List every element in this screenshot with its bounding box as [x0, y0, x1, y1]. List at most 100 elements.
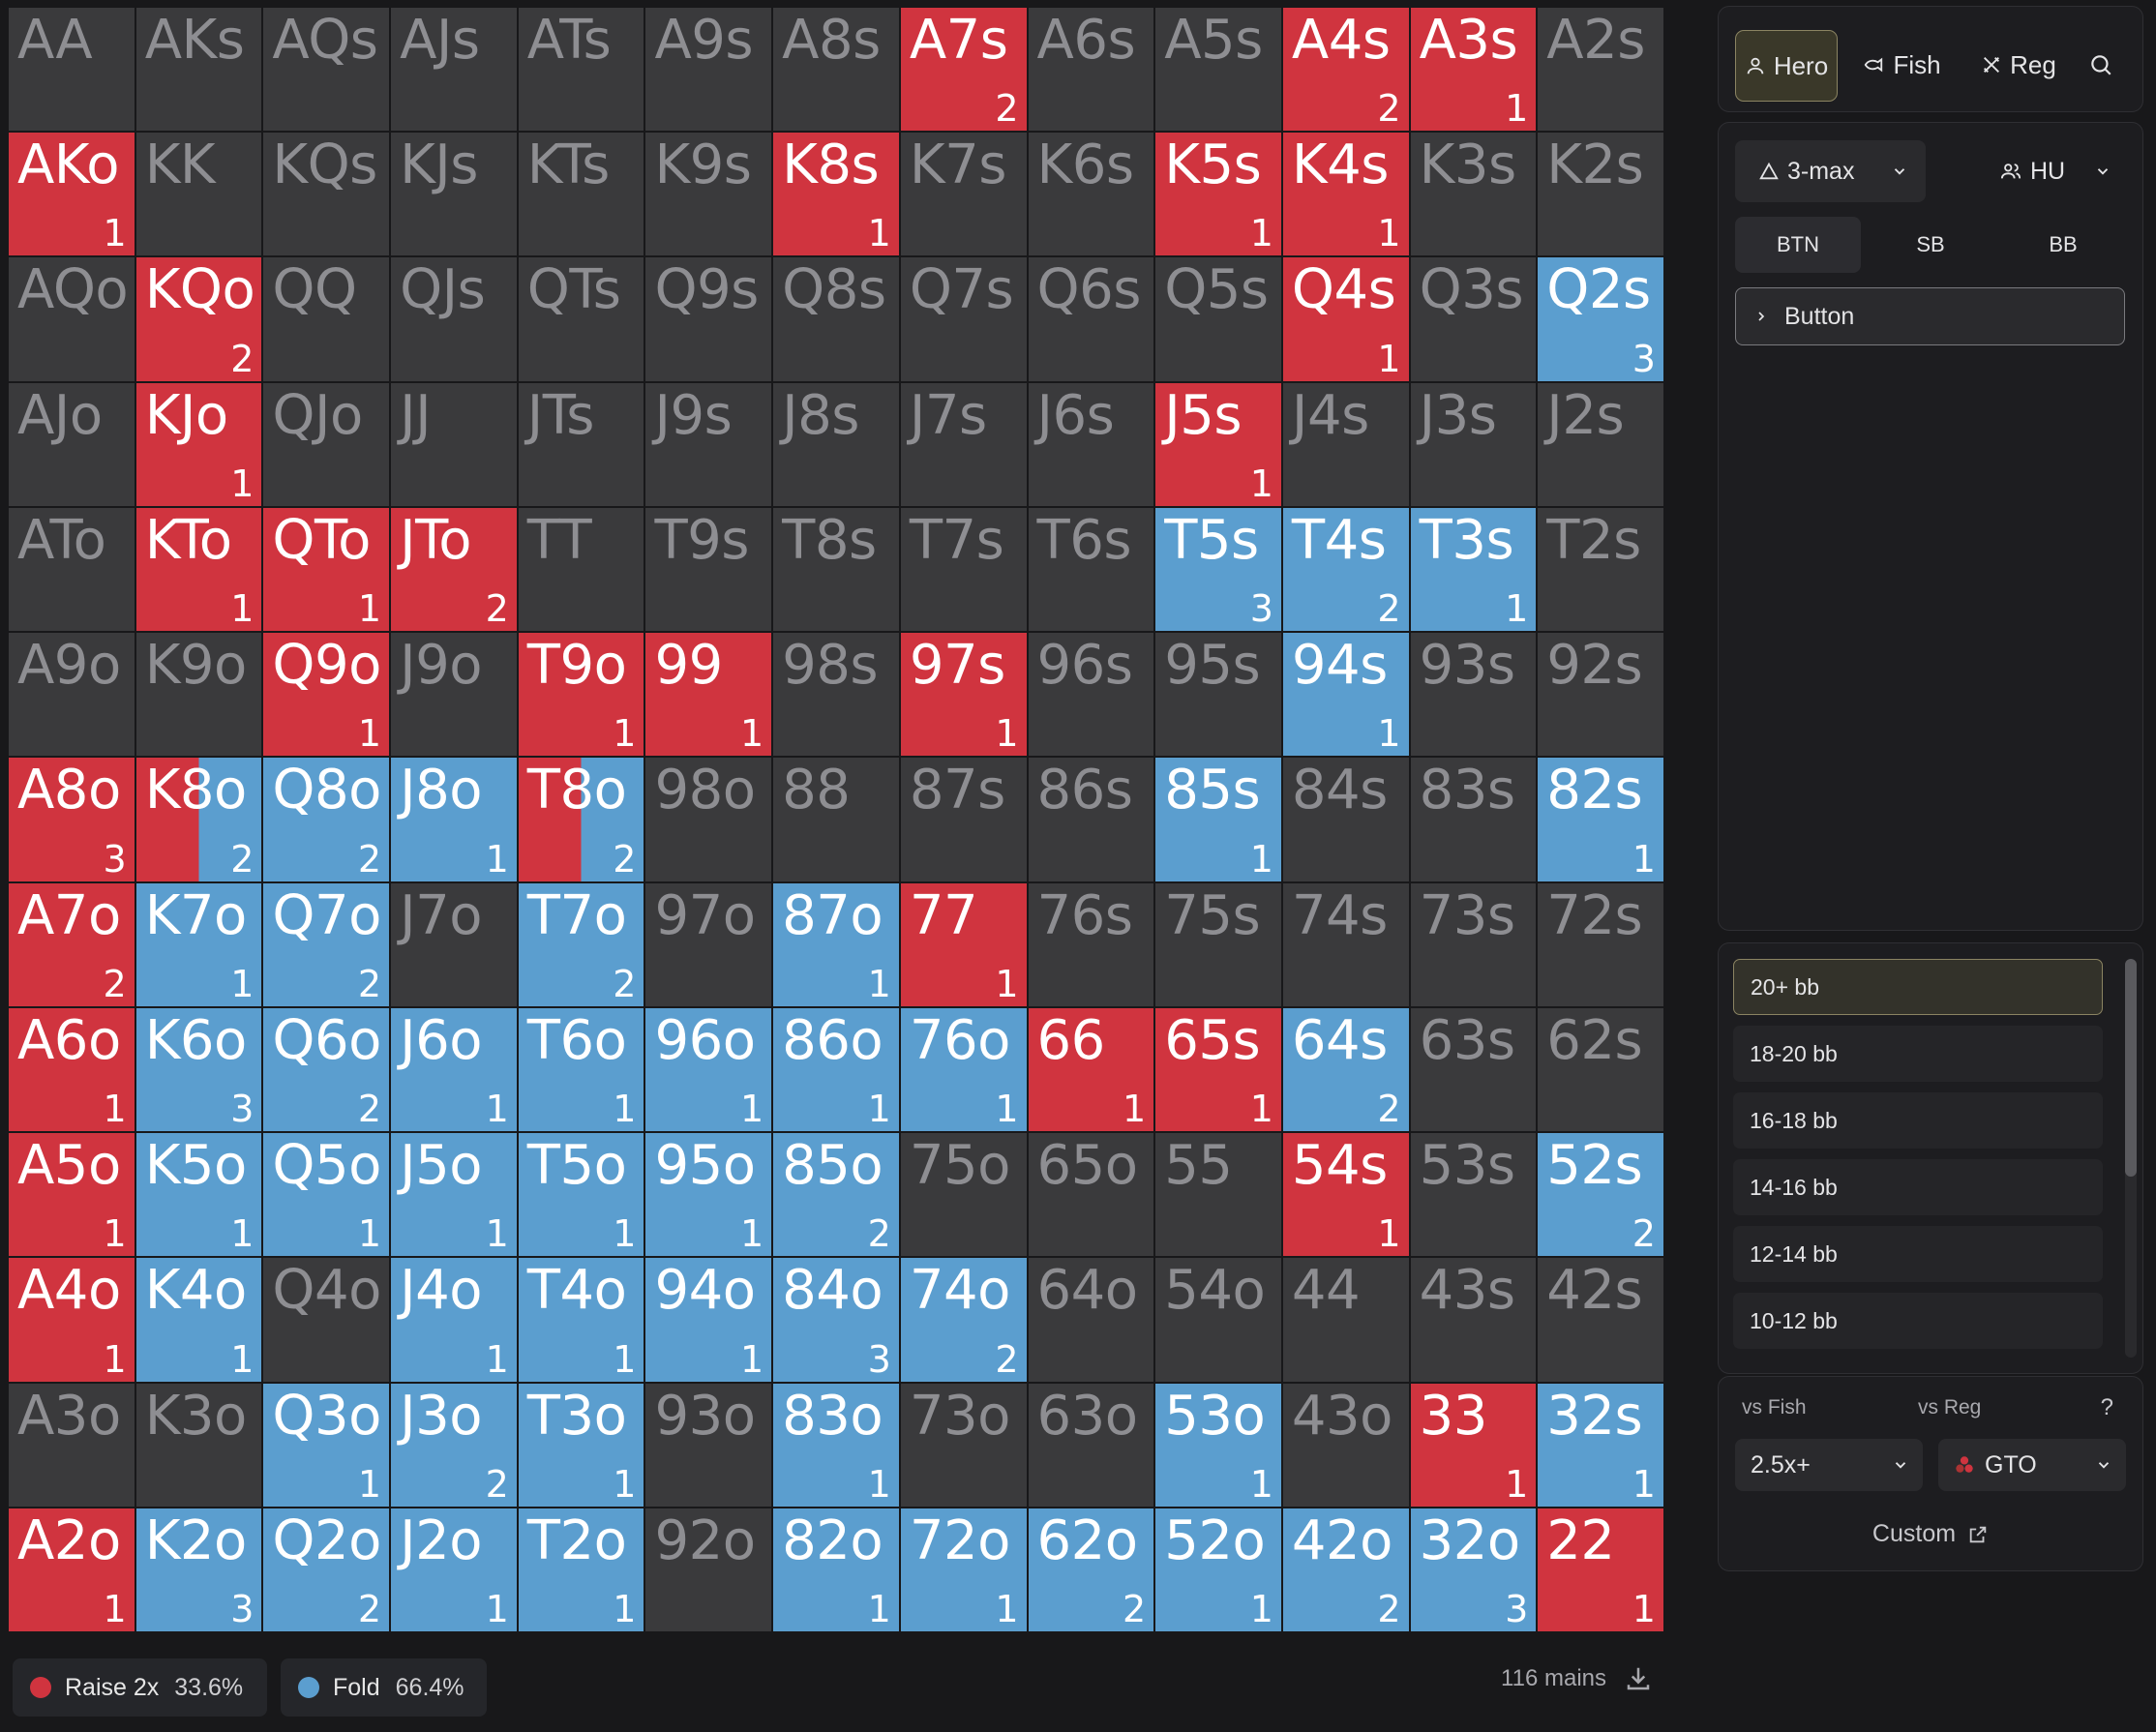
hand-cell[interactable]: 42o 2: [1282, 1508, 1409, 1631]
hand-cell[interactable]: Q6o 2: [263, 1007, 390, 1132]
hand-cell[interactable]: J5o 1: [391, 1133, 517, 1257]
hand-cell[interactable]: T5s 3: [1155, 507, 1281, 632]
hand-cell[interactable]: T3o 1: [518, 1383, 644, 1507]
hand-cell[interactable]: Q6s: [1028, 257, 1154, 381]
position-btn[interactable]: BTN: [1735, 217, 1861, 273]
hand-cell[interactable]: K2o 3: [135, 1508, 262, 1631]
hand-cell[interactable]: T3s 1: [1410, 507, 1537, 632]
hand-cell[interactable]: A8o 3: [9, 758, 135, 881]
hand-cell[interactable]: K4s 1: [1282, 133, 1409, 256]
hand-cell[interactable]: T9o 1: [518, 633, 644, 757]
hand-cell[interactable]: T9s: [645, 507, 772, 632]
hand-cell[interactable]: KQo 2: [135, 257, 262, 381]
hand-cell[interactable]: Q4o: [263, 1258, 390, 1382]
hand-cell[interactable]: A3o: [9, 1383, 135, 1507]
stack-option[interactable]: 12-14 bb: [1733, 1226, 2103, 1282]
hand-cell[interactable]: A4s 2: [1282, 8, 1409, 132]
hand-cell[interactable]: 52o 1: [1155, 1508, 1281, 1631]
hand-cell[interactable]: 84s: [1282, 758, 1409, 881]
hand-cell[interactable]: 95s: [1155, 633, 1281, 757]
hand-cell[interactable]: J3s: [1410, 382, 1537, 506]
hand-cell[interactable]: 95o 1: [645, 1133, 772, 1257]
hand-cell[interactable]: J6s: [1028, 382, 1154, 506]
hand-cell[interactable]: AJs: [391, 8, 517, 132]
hand-cell[interactable]: J2o 1: [391, 1508, 517, 1631]
hand-cell[interactable]: A2s: [1538, 8, 1663, 132]
hand-cell[interactable]: Q7o 2: [263, 882, 390, 1006]
hand-cell[interactable]: A6o 1: [9, 1007, 135, 1132]
hand-cell[interactable]: AQs: [263, 8, 390, 132]
hand-cell[interactable]: 53s: [1410, 1133, 1537, 1257]
hand-cell[interactable]: K5o 1: [135, 1133, 262, 1257]
hand-cell[interactable]: QQ: [263, 257, 390, 381]
hand-cell[interactable]: T4s 2: [1282, 507, 1409, 632]
hand-cell[interactable]: 83o 1: [773, 1383, 899, 1507]
hand-cell[interactable]: 76s: [1028, 882, 1154, 1006]
hand-cell[interactable]: 65o: [1028, 1133, 1154, 1257]
stack-option[interactable]: 16-18 bb: [1733, 1092, 2103, 1149]
stack-option[interactable]: 10-12 bb: [1733, 1293, 2103, 1349]
hand-cell[interactable]: 73o: [900, 1383, 1027, 1507]
hand-cell[interactable]: 54s 1: [1282, 1133, 1409, 1257]
hand-cell[interactable]: ATs: [518, 8, 644, 132]
hand-cell[interactable]: J9o: [391, 633, 517, 757]
hand-cell[interactable]: J4o 1: [391, 1258, 517, 1382]
hand-cell[interactable]: T2s: [1538, 507, 1663, 632]
hand-cell[interactable]: Q5s: [1155, 257, 1281, 381]
search-button[interactable]: [2077, 30, 2133, 100]
hand-cell[interactable]: 43s: [1410, 1258, 1537, 1382]
hand-cell[interactable]: K2s: [1538, 133, 1663, 256]
hand-cell[interactable]: J8s: [773, 382, 899, 506]
hand-cell[interactable]: T7s: [900, 507, 1027, 632]
hand-cell[interactable]: A9s: [645, 8, 772, 132]
hand-cell[interactable]: 94s 1: [1282, 633, 1409, 757]
hand-cell[interactable]: K6s: [1028, 133, 1154, 256]
hand-cell[interactable]: 22 1: [1538, 1508, 1663, 1631]
hand-cell[interactable]: KTo 1: [135, 507, 262, 632]
hand-cell[interactable]: T4o 1: [518, 1258, 644, 1382]
hand-cell[interactable]: Q9o 1: [263, 633, 390, 757]
position-sb[interactable]: SB: [1868, 217, 1993, 273]
hand-cell[interactable]: Q3s: [1410, 257, 1537, 381]
hand-cell[interactable]: 77 1: [900, 882, 1027, 1006]
hand-cell[interactable]: AKo 1: [9, 133, 135, 256]
hand-cell[interactable]: 72o 1: [900, 1508, 1027, 1631]
hand-cell[interactable]: A9o: [9, 633, 135, 757]
hand-cell[interactable]: K3o: [135, 1383, 262, 1507]
hand-cell[interactable]: 84o 3: [773, 1258, 899, 1382]
hand-cell[interactable]: 64s 2: [1282, 1007, 1409, 1132]
hand-cell[interactable]: 93s: [1410, 633, 1537, 757]
hand-cell[interactable]: 44: [1282, 1258, 1409, 1382]
hand-cell[interactable]: 96s: [1028, 633, 1154, 757]
format-dropdown[interactable]: 3-max: [1735, 140, 1926, 202]
hand-cell[interactable]: 85o 2: [773, 1133, 899, 1257]
hand-cell[interactable]: K7s: [900, 133, 1027, 256]
hand-cell[interactable]: 94o 1: [645, 1258, 772, 1382]
hand-cell[interactable]: JTo 2: [391, 507, 517, 632]
hand-cell[interactable]: J4s: [1282, 382, 1409, 506]
hand-cell[interactable]: ATo: [9, 507, 135, 632]
hand-cell[interactable]: KQs: [263, 133, 390, 256]
custom-link[interactable]: Custom: [1719, 1520, 2142, 1548]
hand-cell[interactable]: A5s: [1155, 8, 1281, 132]
hand-cell[interactable]: 64o: [1028, 1258, 1154, 1382]
hand-cell[interactable]: 63o: [1028, 1383, 1154, 1507]
hand-cell[interactable]: J8o 1: [391, 758, 517, 881]
hand-cell[interactable]: 85s 1: [1155, 758, 1281, 881]
hand-cell[interactable]: 75o: [900, 1133, 1027, 1257]
hand-cell[interactable]: A3s 1: [1410, 8, 1537, 132]
hand-cell[interactable]: AQo: [9, 257, 135, 381]
hand-cell[interactable]: 52s 2: [1538, 1133, 1663, 1257]
hand-cell[interactable]: T6o 1: [518, 1007, 644, 1132]
hand-cell[interactable]: 73s: [1410, 882, 1537, 1006]
hand-cell[interactable]: TT: [518, 507, 644, 632]
hand-cell[interactable]: 92s: [1538, 633, 1663, 757]
hand-cell[interactable]: 88: [773, 758, 899, 881]
hand-cell[interactable]: 55: [1155, 1133, 1281, 1257]
hand-cell[interactable]: 54o: [1155, 1258, 1281, 1382]
action-node[interactable]: Button: [1735, 287, 2125, 345]
hand-cell[interactable]: 86o 1: [773, 1007, 899, 1132]
hand-cell[interactable]: Q5o 1: [263, 1133, 390, 1257]
stack-scrollbar-track[interactable]: [2125, 959, 2137, 1358]
hand-cell[interactable]: 62s: [1538, 1007, 1663, 1132]
